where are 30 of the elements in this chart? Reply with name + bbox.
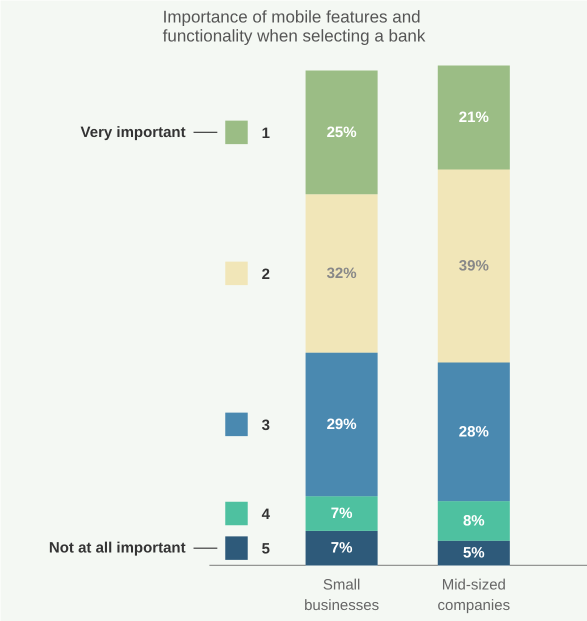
text: Very important [80,124,186,141]
legend-label: 4 [262,506,271,524]
legend-label: 3 [262,416,270,434]
data-label: 28% [458,423,489,440]
legend-label: 5 [262,540,270,558]
text: Not at all important [48,540,186,557]
bar [438,66,510,170]
x-tick-label: Small businesses [304,576,380,614]
data-label: 39% [458,257,489,274]
bar [438,169,510,363]
legend-label: 1 [262,124,270,142]
bar [438,501,510,541]
data-label: 21% [458,108,489,126]
data-label: 8% [462,512,485,530]
bar [306,194,378,353]
data-label: 25% [326,124,357,141]
bar [438,540,510,566]
data-label: 7% [330,505,352,522]
bar [438,362,510,502]
data-label: 5% [462,544,485,562]
bar [306,352,378,496]
bar [306,70,378,194]
data-label: 7% [330,540,352,557]
data-label: 32% [326,264,357,282]
bar [306,496,378,531]
data-label: 29% [326,416,357,433]
bar [306,530,378,566]
x-tick-label: Mid-sized companies [438,576,510,614]
chart-title: Importance of mobile features and functionality when selecting a bank [162,8,426,46]
legend-label: 2 [262,266,270,283]
